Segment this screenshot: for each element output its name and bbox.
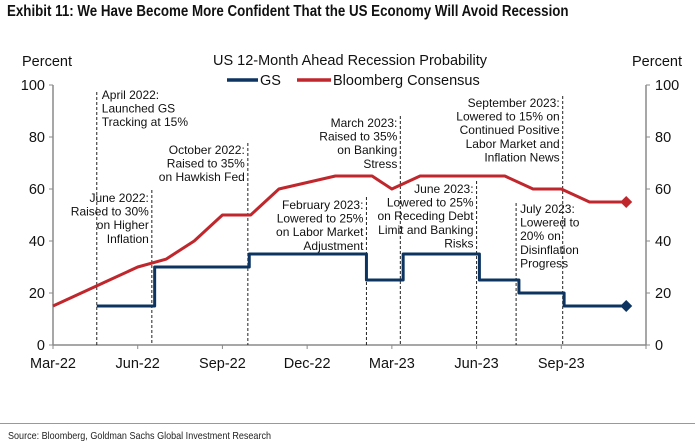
annotation-text: Adjustment <box>303 239 364 253</box>
right-y-tick-label: 60 <box>655 182 671 198</box>
annotation-text: Raised to 30% <box>71 205 149 219</box>
annotation-text: February 2023: <box>282 198 363 212</box>
annotation-text: Raised to 35% <box>167 157 245 171</box>
series-line-gs <box>96 252 627 308</box>
annotation-text: Lowered to 25% <box>277 212 364 226</box>
right-y-tick-label: 0 <box>655 338 663 354</box>
divider <box>0 423 695 424</box>
x-tick-label: Mar-22 <box>30 356 76 372</box>
right-y-tick-label: 80 <box>655 130 671 146</box>
annotation-text: April 2022: <box>102 88 159 102</box>
annotation-text: Labor Market and <box>466 137 560 151</box>
left-y-tick-label: 80 <box>29 130 45 146</box>
annotation-text: Disinflation <box>520 243 579 257</box>
annotation-text: March 2023: <box>331 116 398 130</box>
series-end-marker <box>620 300 633 312</box>
x-tick-label: Dec-22 <box>284 356 331 372</box>
exhibit-title: Exhibit 11: We Have Become More Confiden… <box>7 3 569 20</box>
left-y-tick-label: 100 <box>21 78 45 94</box>
annotation-text: September 2023: <box>468 96 560 110</box>
left-y-tick-label: 40 <box>29 234 45 250</box>
legend-bloomberg-label: Bloomberg Consensus <box>333 73 480 89</box>
recession-probability-chart: US 12-Month Ahead Recession Probability … <box>21 53 682 372</box>
annotation-text: Inflation <box>107 232 149 246</box>
annotation-text: July 2023: <box>520 202 575 216</box>
x-tick-label: Jun-23 <box>454 356 498 372</box>
annotation-text: Tracking at 15% <box>102 115 189 129</box>
annotation-text: Inflation News <box>484 150 559 164</box>
annotation-text: Risks <box>444 236 473 250</box>
right-y-tick-label: 40 <box>655 234 671 250</box>
annotation-text: June 2023: <box>414 182 473 196</box>
annotation-text: on Hawkish Fed <box>159 170 245 184</box>
series-end-marker <box>620 196 633 208</box>
left-y-tick-label: 60 <box>29 182 45 198</box>
annotation-text: Lowered to 15% on <box>456 110 559 124</box>
annotation-text: Progress <box>520 256 568 270</box>
annotation-text: Raised to 35% <box>319 130 397 144</box>
chart-title: US 12-Month Ahead Recession Probability <box>213 53 488 69</box>
annotation-text: Continued Positive <box>460 123 560 137</box>
x-tick-label: Mar-23 <box>369 356 415 372</box>
right-axis-label: Percent <box>632 54 682 70</box>
series-line-bloomberg-consensus <box>52 174 627 308</box>
x-tick-label: Sep-23 <box>538 356 585 372</box>
annotation-text: October 2022: <box>169 143 245 157</box>
source-note: Source: Bloomberg, Goldman Sachs Global … <box>8 430 272 442</box>
annotation-text: Launched GS <box>102 102 175 116</box>
annotation-text: Lowered to <box>520 216 580 230</box>
x-tick-label: Jun-22 <box>116 356 160 372</box>
right-y-tick-label: 100 <box>655 78 679 94</box>
annotation-text: Limit and Banking <box>378 223 473 237</box>
annotation-text: on Banking <box>337 143 397 157</box>
annotation-text: on Higher <box>97 218 149 232</box>
annotation-text: Lowered to 25% <box>387 196 474 210</box>
annotation-text: Stress <box>363 157 397 171</box>
left-y-tick-label: 0 <box>37 338 45 354</box>
x-tick-label: Sep-22 <box>199 356 246 372</box>
legend-gs-label: GS <box>260 73 281 89</box>
left-y-tick-label: 20 <box>29 286 45 302</box>
annotation-text: June 2022: <box>89 191 148 205</box>
annotation-text: on Receding Debt <box>377 209 474 223</box>
annotation-text: on Labor Market <box>276 225 364 239</box>
left-axis-label: Percent <box>22 54 72 70</box>
annotation-text: 20% on <box>520 229 561 243</box>
right-y-tick-label: 20 <box>655 286 671 302</box>
